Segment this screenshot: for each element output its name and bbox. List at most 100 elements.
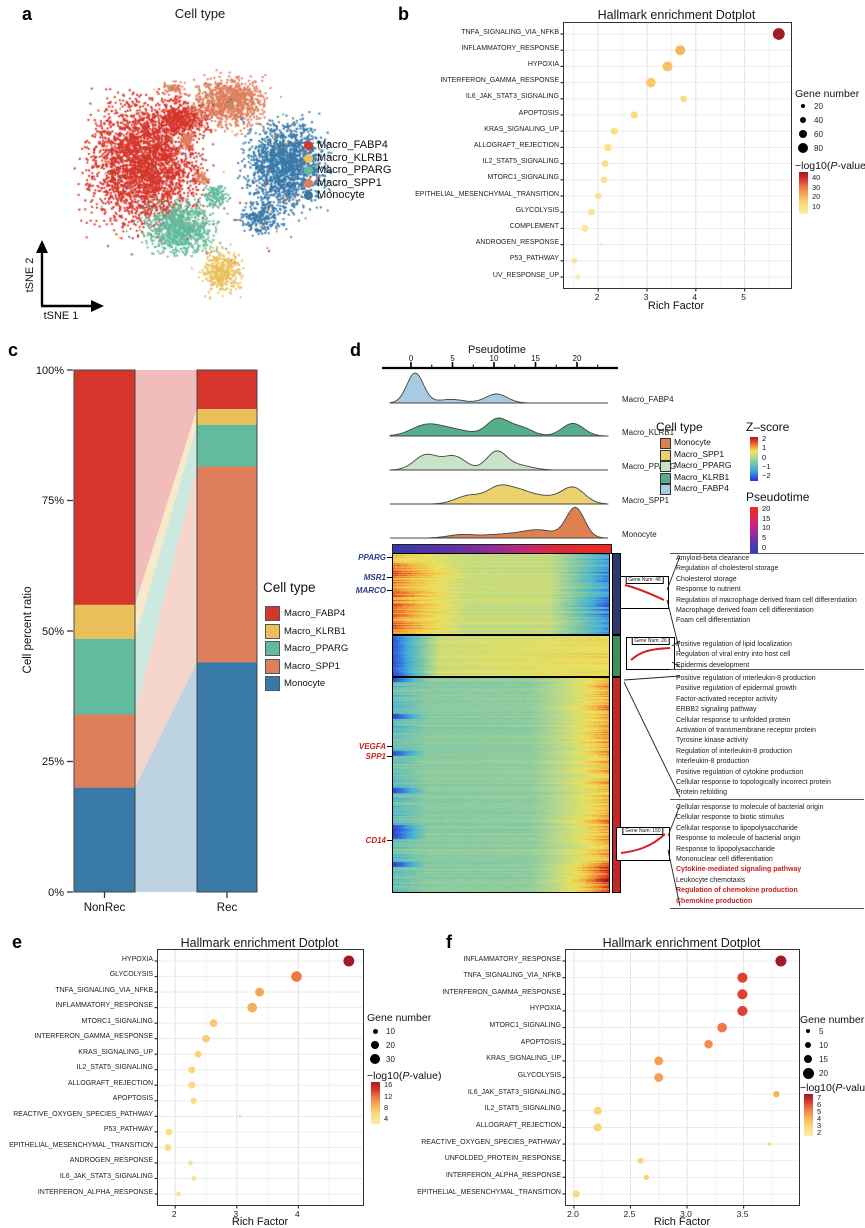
heatmap-gene-label-SPP1: SPP1 [365, 752, 386, 761]
heatmap-gene-tick [387, 557, 392, 559]
dotplot-e-xtick: 3 [233, 1209, 239, 1219]
d-zscore-gradient [750, 437, 758, 481]
dotplot-e-category: ANDROGEN_RESPONSE [69, 1157, 153, 1165]
legend-gene-dot [372, 1028, 378, 1034]
tsne-legend-label: Macro_SPP1 [317, 176, 382, 189]
dotplot-f-xtick: 3.5 [736, 1209, 749, 1219]
legend-gene-label: 20 [386, 1040, 395, 1050]
heatmap-gene-tick [387, 756, 392, 758]
go-term: Cellular response to biotic stimulus [676, 814, 785, 822]
dotplot-b-category: UV_RESPONSE_UP [492, 271, 559, 279]
legend-gene-label: 10 [386, 1026, 395, 1036]
dotplot-e-category: IL6_JAK_STAT3_SIGNALING [59, 1172, 153, 1180]
go-term: Regulation of interleukin-8 production [676, 747, 792, 755]
legend-gene-dot [800, 103, 806, 109]
tsne-legend-swatch-Monocyte [304, 191, 313, 200]
tsne-legend-label: Macro_KLRB1 [317, 151, 389, 164]
pseudotime-axis-title: Pseudotime [467, 344, 527, 356]
dotplot-e-x-label: Rich Factor [231, 1216, 289, 1228]
dotplot-f-category: EPITHELIAL_MESENCHYMAL_TRANSITION [417, 1188, 561, 1196]
ridge-label-Macro_SPP1: Macro_SPP1 [622, 496, 670, 505]
dotplot-e-xtick: 2 [171, 1209, 177, 1219]
dotplot-e-category: MTORC1_SIGNALING [81, 1017, 153, 1025]
d-celltype-swatch-Monocyte [660, 438, 671, 449]
panel-f-label: f [446, 932, 452, 952]
d-zscore-tick: 1 [762, 443, 767, 453]
pseudotime-axis-tick: 20 [572, 354, 582, 363]
d-zscore-tick: 0 [762, 452, 767, 462]
legend-gene-label: 60 [814, 129, 823, 139]
bar-legend-label: Macro_PPARG [284, 643, 349, 654]
heatmap-cluster-border-2 [392, 635, 610, 677]
dotplot-b-category: HYPOXIA [527, 60, 559, 68]
dotplot-f-category: APOPTOSIS [520, 1038, 561, 1046]
go-term: Regulation of viral entry into host cell [676, 651, 791, 659]
bar-ytick: 0% [48, 886, 64, 899]
dotplot-b-category: ANDROGEN_RESPONSE [475, 239, 559, 247]
heatmap-gene-tick [387, 590, 392, 592]
go-term: Cellular response to topologically incor… [676, 779, 831, 787]
legend-pvalue-tick: 10 [812, 201, 821, 211]
dotplot-f-category: HYPOXIA [529, 1005, 561, 1013]
tsne-legend-label: Macro_FABP4 [317, 139, 388, 151]
dotplot-e-title: Hallmark enrichment Dotplot [180, 936, 339, 950]
go-term: Interleukin-8 production [676, 758, 750, 766]
dotplot-e-category: HYPOXIA [121, 955, 153, 963]
heatmap-gene-label-VEGFA: VEGFA [358, 742, 386, 751]
dotplot-b-category: GLYCOLYSIS [515, 206, 559, 214]
dotplot-b-category: EPITHELIAL_MESENCHYMAL_TRANSITION [415, 190, 559, 198]
d-zscore-legend-title: Z–score [746, 420, 790, 434]
dotplot-e-category: KRAS_SIGNALING_UP [78, 1048, 153, 1056]
legend-pvalue-tick: 6 [817, 1100, 822, 1109]
d-zscore-tick: 2 [762, 434, 767, 443]
panel-e-label: e [12, 932, 23, 952]
tsne-legend-swatch-Macro_SPP1 [304, 178, 313, 188]
tsne-legend-label: Monocyte [317, 189, 365, 201]
go-term: Cellular response to lipopolysaccharide [676, 824, 798, 832]
legend-pvalue-tick: 7 [817, 1093, 822, 1102]
d-zscore-tick: −2 [762, 471, 771, 481]
go-term: Tyrosine kinase activity [676, 737, 748, 745]
dotplot-e-category: APOPTOSIS [112, 1095, 153, 1103]
panel-d-label: d [350, 340, 361, 360]
dotplot-f-category: MTORC1_SIGNALING [489, 1022, 561, 1030]
go-term-group-3: Positive regulation of interleukin-8 pro… [676, 674, 864, 799]
panel-c-label: c [8, 340, 19, 360]
dotplot-b-gene-legend-title: Gene number [795, 88, 860, 100]
bar-legend-swatch-Macro_KLRB1 [265, 623, 280, 639]
heatmap-gene-label-PPARG: PPARG [358, 553, 386, 562]
go-term: Activation of transmembrane receptor pro… [676, 727, 817, 735]
dotplot-f-x-label: Rich Factor [653, 1216, 711, 1228]
ridge-label-Monocyte: Monocyte [622, 530, 657, 539]
legend-pvalue-gradient [371, 1082, 380, 1124]
heatmap-gene-tick [387, 840, 392, 842]
go-term: Epidermis development [676, 661, 750, 669]
legend-pvalue-gradient [799, 172, 808, 214]
tsne-axes [36, 240, 104, 312]
bar-legend-swatch-Macro_PPARG [265, 641, 280, 656]
dotplot-f-category: INTERFERON_ALPHA_RESPONSE [445, 1171, 561, 1179]
ridge-label-Macro_KLRB1: Macro_KLRB1 [622, 428, 675, 437]
legend-gene-dot [802, 1067, 814, 1079]
dotplot-e-canvas [154, 950, 363, 1209]
dotplot-b-category: IL2_STAT5_SIGNALING [482, 158, 559, 166]
dotplot-b-category: TNFA_SIGNALING_VIA_NFKB [461, 28, 559, 36]
dotplot-b-pvalue-legend-title: −log10(P-value) [795, 160, 865, 172]
heatmap-inset-label-3: Gene Num: 150 [622, 827, 664, 835]
heatmap-gene-tick [387, 577, 392, 579]
go-separator-1 [670, 553, 864, 554]
dotplot-f-canvas [562, 950, 799, 1209]
go-term: Positive regulation of cytokine producti… [676, 768, 804, 776]
tsne-title: Cell type [174, 6, 226, 21]
dotplot-f-category: KRAS_SIGNALING_UP [486, 1055, 561, 1063]
d-pseudotime-tick: 10 [762, 523, 771, 533]
pseudotime-axis-tick: 10 [489, 354, 499, 363]
d-pseudotime-tick: 20 [762, 504, 771, 513]
legend-gene-dot [371, 1041, 379, 1049]
go-term: Cytokine-mediated signaling pathway [676, 866, 802, 874]
dotplot-e-gene-legend-title: Gene number [367, 1012, 432, 1024]
heatmap-gene-label-MSR1: MSR1 [363, 573, 386, 582]
dotplot-f-xtick: 3.0 [680, 1209, 692, 1219]
dotplot-b-category: INTERFERON_GAMMA_RESPONSE [440, 77, 559, 85]
